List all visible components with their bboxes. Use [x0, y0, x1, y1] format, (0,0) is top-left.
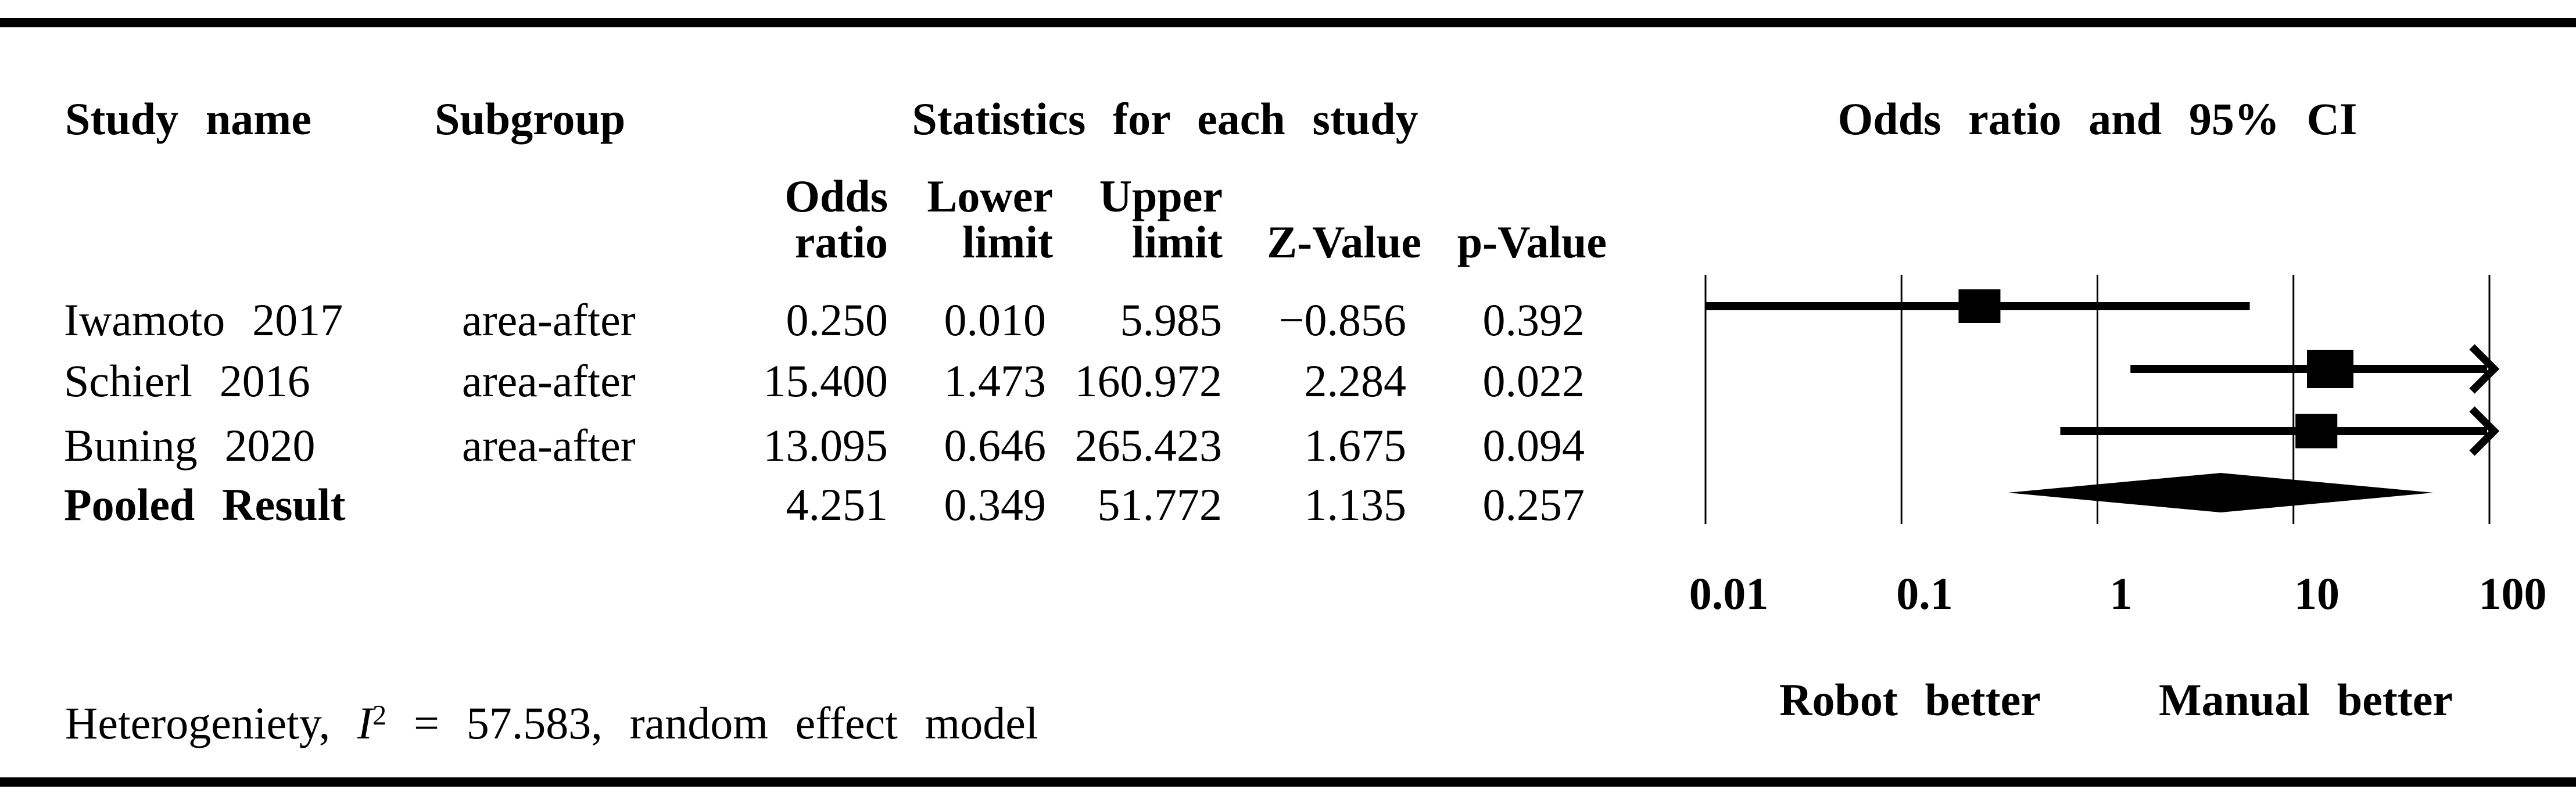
heterogeneity-suffix: = 57.583, random effect model	[386, 698, 1038, 749]
z-value-cell: 1.135	[1304, 479, 1407, 530]
heterogeneity-prefix: Heterogeniety,	[65, 698, 358, 749]
study-name: Iwamoto 2017	[64, 295, 343, 345]
col-header-lower-line2: limit	[962, 217, 1053, 267]
z-value-cell: 2.284	[1304, 356, 1407, 406]
lower-limit-cell: 0.349	[944, 479, 1047, 530]
axis-tick-0-01: 0.01	[1689, 568, 1769, 619]
col-header-lower-line1: Lower	[927, 171, 1053, 221]
lower-limit-cell: 0.646	[944, 420, 1047, 471]
stats-group-header: Statistics for each study	[912, 94, 1418, 144]
upper-limit-cell: 160.972	[1074, 356, 1223, 406]
axis-tick-100: 100	[2478, 568, 2547, 619]
upper-limit-cell: 265.423	[1074, 420, 1223, 471]
col-header-odds-line1: Odds	[784, 171, 888, 221]
col-header-z-value: Z-Value	[1267, 217, 1421, 267]
clipped-ci-arrowhead	[2469, 406, 2500, 456]
p-value-cell: 0.022	[1482, 356, 1585, 406]
i-squared-exponent: 2	[372, 700, 387, 731]
p-value-cell: 0.392	[1482, 295, 1585, 345]
col-header-odds-line2: ratio	[794, 217, 888, 267]
p-value-cell: 0.094	[1482, 420, 1585, 471]
pooled-diamond	[2008, 473, 2434, 512]
upper-limit-cell: 5.985	[1120, 295, 1223, 345]
odds-ratio-cell: 4.251	[786, 479, 888, 530]
heterogeneity-note: Heterogeniety, I2 = 57.583, random effec…	[65, 688, 1038, 751]
right-direction-label: Manual better	[2158, 675, 2453, 725]
axis-tick-10: 10	[2294, 568, 2339, 619]
subgroup-cell: area-after	[462, 420, 636, 471]
bottom-border-rule	[0, 777, 2576, 787]
plot-title: Odds ratio and 95% CI	[1837, 94, 2358, 144]
i-squared-symbol: I	[357, 698, 373, 749]
clipped-ci-arrowhead	[2469, 344, 2500, 394]
study-name: Schierl 2016	[64, 356, 310, 406]
odds-ratio-square	[2306, 350, 2353, 388]
axis-tick-1: 1	[2109, 568, 2133, 619]
p-value-cell: 0.257	[1482, 479, 1585, 530]
z-value-cell: −0.856	[1278, 295, 1407, 345]
col-header-upper-line1: Upper	[1099, 171, 1223, 221]
top-border-rule	[0, 18, 2576, 27]
col-header-upper-line2: limit	[1132, 217, 1223, 267]
odds-ratio-square	[2295, 414, 2338, 449]
col-header-p-value: p-Value	[1457, 217, 1607, 267]
odds-ratio-cell: 0.250	[786, 295, 888, 345]
left-direction-label: Robot better	[1779, 675, 2041, 725]
col-header-study-name: Study name	[65, 94, 311, 144]
col-header-subgroup: Subgroup	[435, 94, 626, 144]
odds-ratio-cell: 13.095	[763, 420, 888, 471]
odds-ratio-cell: 15.400	[763, 356, 888, 406]
study-name: Buning 2020	[64, 420, 316, 471]
lower-limit-cell: 0.010	[944, 295, 1047, 345]
subgroup-cell: area-after	[462, 356, 636, 406]
axis-tick-0-1: 0.1	[1896, 568, 1953, 619]
upper-limit-cell: 51.772	[1097, 479, 1223, 530]
subgroup-cell: area-after	[462, 295, 636, 345]
odds-ratio-square	[1958, 289, 2001, 323]
pooled-result-label: Pooled Result	[64, 479, 346, 530]
lower-limit-cell: 1.473	[944, 356, 1047, 406]
z-value-cell: 1.675	[1304, 420, 1407, 471]
